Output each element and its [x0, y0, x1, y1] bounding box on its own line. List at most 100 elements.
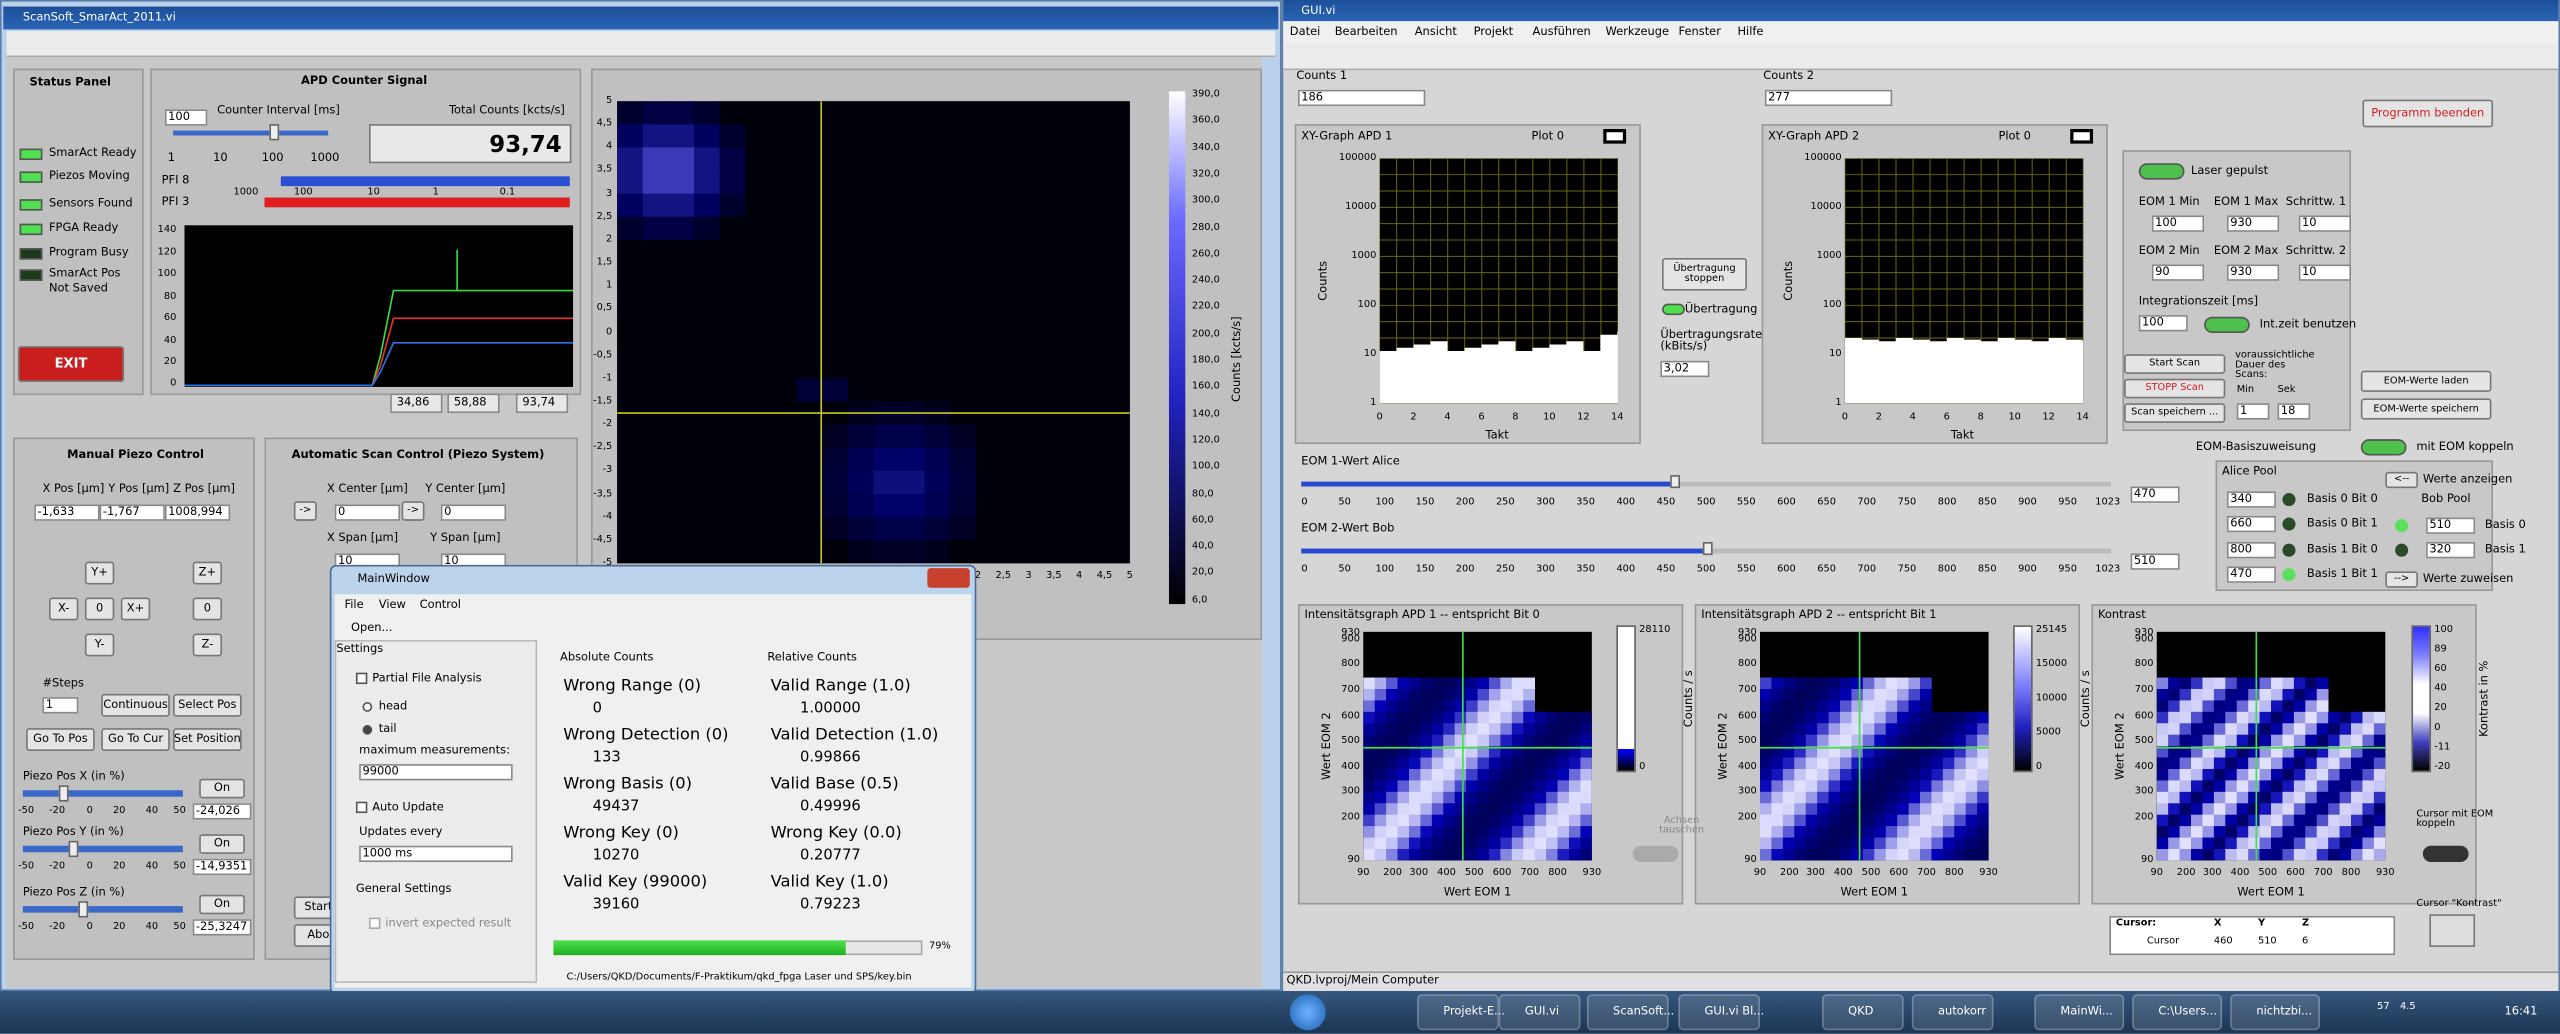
input-field[interactable] [192, 858, 252, 876]
button-label[interactable]: Abo [307, 928, 330, 942]
input-field[interactable] [2226, 264, 2280, 281]
button[interactable] [101, 728, 170, 752]
button-label[interactable]: X+ [126, 601, 145, 615]
toggle[interactable] [2204, 316, 2250, 334]
button[interactable] [26, 728, 95, 752]
button-label[interactable]: Z- [201, 637, 214, 651]
button[interactable] [192, 561, 223, 585]
button[interactable] [48, 597, 79, 621]
input-field[interactable] [2226, 542, 2276, 559]
taskbar-button[interactable] [1678, 994, 1760, 1031]
button-label[interactable]: Start Scan [2149, 357, 2201, 369]
input-field[interactable] [2226, 215, 2280, 232]
button-label[interactable]: On [213, 836, 231, 850]
button-label[interactable]: Go To Cur [107, 732, 164, 746]
taskbar-label[interactable]: Projekt-E... [1443, 1004, 1505, 1018]
taskbar-button[interactable] [1822, 994, 1904, 1031]
slider-thumb[interactable] [78, 901, 89, 918]
toggle[interactable] [1632, 845, 1679, 863]
button[interactable] [199, 834, 245, 854]
input-field[interactable] [1660, 360, 1710, 378]
input-field[interactable] [2298, 215, 2352, 232]
taskbar-label[interactable]: GUI.vi [1524, 1004, 1560, 1018]
button[interactable] [2360, 370, 2492, 392]
button[interactable] [2124, 403, 2226, 423]
radio[interactable] [362, 724, 373, 735]
input-field[interactable] [2226, 491, 2276, 508]
input-field[interactable] [2426, 517, 2476, 534]
button-label[interactable]: On [213, 781, 231, 795]
button-label[interactable]: 0 [203, 601, 211, 615]
button[interactable] [17, 346, 125, 383]
input-field[interactable] [2236, 403, 2270, 420]
menu-item[interactable]: View [378, 598, 406, 612]
taskbar-button[interactable] [1911, 994, 1994, 1031]
input-field[interactable] [164, 109, 208, 126]
slider-thumb[interactable] [68, 840, 79, 858]
menu-item[interactable]: Projekt [1473, 25, 1514, 39]
taskbar-button[interactable] [1586, 994, 1669, 1031]
button-label[interactable]: Scan speichern ... [2131, 406, 2219, 418]
button-label[interactable]: Übertragung stoppen [1673, 262, 1736, 285]
button-label[interactable]: Continuous [103, 697, 168, 712]
button-label[interactable]: Programm beenden [2371, 106, 2485, 120]
button[interactable] [293, 501, 317, 521]
input-field[interactable] [192, 803, 252, 820]
button-label[interactable]: STOPP Scan [2145, 382, 2205, 394]
menu-item[interactable]: Control [419, 598, 461, 612]
button[interactable] [1662, 257, 1747, 291]
button-label[interactable]: 0 [95, 601, 104, 615]
slider-thumb[interactable] [269, 124, 280, 141]
input-field[interactable] [2151, 264, 2205, 281]
button[interactable] [84, 597, 115, 621]
button-label[interactable]: Start [304, 900, 333, 914]
menu-item[interactable]: Open... [351, 621, 393, 635]
button-label[interactable]: --> [2393, 573, 2410, 585]
button-label[interactable]: X- [57, 601, 70, 615]
input-field[interactable] [440, 504, 507, 521]
taskbar-button[interactable] [2230, 994, 2320, 1031]
button-label[interactable]: EXIT [54, 355, 88, 371]
input-field[interactable] [2226, 566, 2276, 583]
menu-item[interactable]: Ansicht [1414, 25, 1457, 39]
button-label[interactable]: Go To Pos [33, 732, 88, 746]
taskbar-label[interactable]: ScanSoft... [1613, 1004, 1675, 1018]
input-field[interactable] [2426, 542, 2476, 559]
button[interactable] [173, 728, 242, 752]
input-field[interactable] [99, 504, 165, 521]
input-field[interactable] [2138, 315, 2188, 332]
button[interactable] [199, 894, 245, 915]
menu-item[interactable]: File [344, 598, 364, 612]
taskbar-label[interactable]: C:\Users... [2158, 1004, 2217, 1018]
button-label[interactable]: EOM-Werte speichern [2373, 402, 2479, 414]
input-field[interactable] [1297, 89, 1426, 107]
taskbar-button[interactable] [1417, 994, 1499, 1031]
toggle[interactable] [2422, 845, 2469, 863]
button-label[interactable]: -> [299, 504, 312, 516]
button-label[interactable]: On [213, 897, 231, 911]
input-field[interactable] [1764, 89, 1893, 107]
close-button[interactable] [927, 568, 970, 588]
button-label[interactable]: EOM-Werte laden [2383, 374, 2469, 387]
button[interactable] [2360, 398, 2492, 420]
button[interactable] [2385, 571, 2418, 588]
taskbar-button[interactable] [1498, 994, 1581, 1031]
taskbar-label[interactable]: MainWi... [2060, 1004, 2113, 1018]
input-field[interactable] [2277, 403, 2311, 420]
toggle[interactable] [2360, 439, 2407, 456]
taskbar-label[interactable]: nichtzbi... [2256, 1004, 2313, 1018]
button[interactable] [192, 633, 223, 657]
menu-item[interactable]: Fenster [1678, 25, 1721, 39]
button-label[interactable]: <-- [2393, 473, 2410, 485]
input-field[interactable] [192, 919, 252, 936]
input-field[interactable] [359, 845, 513, 863]
input-field[interactable] [34, 504, 100, 521]
checkbox[interactable] [355, 672, 368, 685]
radio[interactable] [362, 702, 373, 712]
input-field[interactable] [2298, 264, 2352, 281]
taskbar-label[interactable]: autokorr [1937, 1004, 1987, 1018]
start-button[interactable] [1289, 994, 1326, 1031]
button[interactable] [173, 693, 242, 717]
button-label[interactable]: Y- [94, 637, 105, 651]
button[interactable] [101, 693, 170, 717]
